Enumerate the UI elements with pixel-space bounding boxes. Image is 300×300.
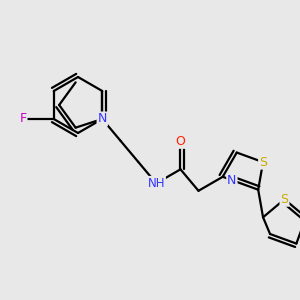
Text: F: F: [20, 112, 26, 125]
Text: N: N: [227, 174, 237, 187]
Text: NH: NH: [148, 177, 165, 190]
Text: N: N: [98, 112, 107, 125]
Text: O: O: [176, 135, 185, 148]
Text: S: S: [259, 156, 267, 169]
Text: S: S: [280, 193, 289, 206]
